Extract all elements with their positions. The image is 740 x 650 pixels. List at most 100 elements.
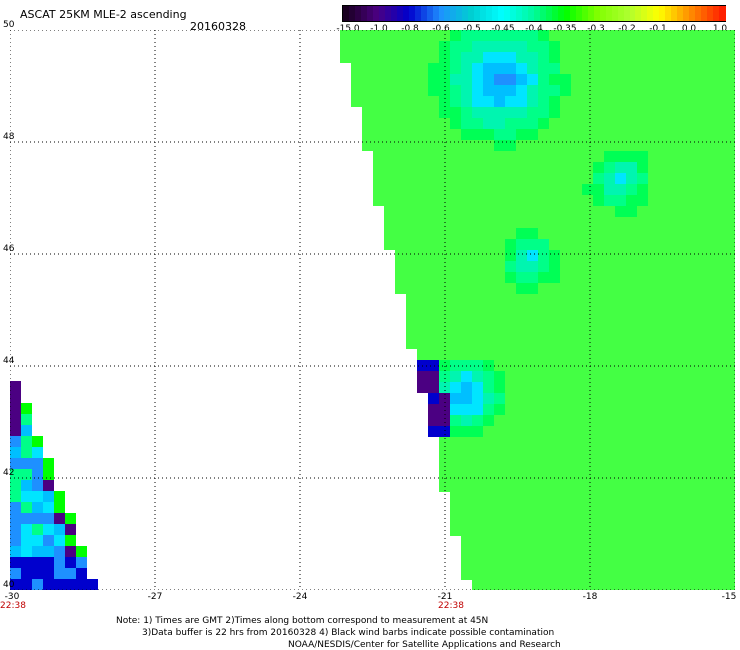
- swath-cell: [483, 426, 494, 437]
- colorbar-tick-label: -0.35: [553, 24, 577, 34]
- swath-cell: [450, 217, 461, 228]
- time-label-left: 22:38: [0, 601, 26, 611]
- swath-cell: [406, 195, 417, 206]
- swath-cell: [560, 74, 571, 85]
- swath-cell: [648, 470, 659, 481]
- swath-cell: [659, 371, 670, 382]
- swath-cell: [725, 305, 735, 316]
- swath-cell: [417, 96, 428, 107]
- swath-cell: [615, 404, 626, 415]
- swath-cell: [549, 393, 560, 404]
- swath-cell: [472, 96, 483, 107]
- swath-cell: [516, 580, 527, 590]
- swath-cell: [714, 393, 725, 404]
- swath-cell: [637, 481, 648, 492]
- colorbar-tick-label: -0.5: [463, 24, 481, 34]
- colorbar-segment: [587, 6, 595, 21]
- swath-cell: [549, 184, 560, 195]
- swath-cell: [571, 360, 582, 371]
- swath-cell: [593, 580, 604, 590]
- swath-cell: [681, 151, 692, 162]
- swath-cell: [384, 52, 395, 63]
- swath-cell: [527, 382, 538, 393]
- swath-cell: [54, 568, 65, 579]
- swath-cell: [395, 162, 406, 173]
- swath-cell: [593, 261, 604, 272]
- swath-cell: [670, 349, 681, 360]
- swath-cell: [538, 338, 549, 349]
- swath-cell: [439, 107, 450, 118]
- swath-cell: [648, 360, 659, 371]
- swath-cell: [692, 118, 703, 129]
- swath-cell: [637, 217, 648, 228]
- swath-cell: [549, 547, 560, 558]
- swath-cell: [571, 470, 582, 481]
- swath-cell: [648, 437, 659, 448]
- swath-cell: [406, 96, 417, 107]
- swath-cell: [472, 569, 483, 580]
- swath-cell: [659, 338, 670, 349]
- swath-cell: [681, 228, 692, 239]
- swath-cell: [692, 448, 703, 459]
- colorbar-segment: [563, 6, 571, 21]
- swath-cell: [483, 547, 494, 558]
- swath-cell: [472, 316, 483, 327]
- swath-cell: [494, 349, 505, 360]
- swath-cell: [582, 63, 593, 74]
- swath-cell: [659, 481, 670, 492]
- swath-cell: [54, 524, 65, 535]
- swath-cell: [406, 85, 417, 96]
- swath-cell: [10, 425, 21, 436]
- swath-cell: [428, 261, 439, 272]
- swath-cell: [472, 580, 483, 590]
- swath-cell: [604, 327, 615, 338]
- swath-cell: [582, 580, 593, 590]
- swath-cell: [725, 437, 735, 448]
- swath-cell: [692, 415, 703, 426]
- swath-cell: [461, 217, 472, 228]
- swath-cell: [659, 41, 670, 52]
- swath-cell: [648, 316, 659, 327]
- swath-cell: [670, 206, 681, 217]
- swath-cell: [725, 525, 735, 536]
- swath-cell: [626, 305, 637, 316]
- swath-cell: [494, 327, 505, 338]
- swath-cell: [681, 140, 692, 151]
- swath-cell: [725, 184, 735, 195]
- swath-cell: [549, 261, 560, 272]
- swath-cell: [362, 96, 373, 107]
- swath-cell: [428, 63, 439, 74]
- swath-cell: [417, 195, 428, 206]
- swath-cell: [373, 195, 384, 206]
- swath-cell: [725, 41, 735, 52]
- swath-cell: [725, 250, 735, 261]
- swath-cell: [703, 470, 714, 481]
- swath-cell: [527, 140, 538, 151]
- swath-cell: [549, 437, 560, 448]
- swath-cell: [494, 360, 505, 371]
- swath-cell: [626, 459, 637, 470]
- swath-cell: [703, 239, 714, 250]
- swath-cell: [549, 228, 560, 239]
- colorbar-tick-label: -0.4: [525, 24, 543, 34]
- swath-cell: [670, 305, 681, 316]
- swath-cell: [615, 514, 626, 525]
- swath-cell: [483, 360, 494, 371]
- swath-cell: [362, 74, 373, 85]
- swath-cell: [615, 448, 626, 459]
- swath-cell: [703, 360, 714, 371]
- swath-cell: [725, 107, 735, 118]
- swath-cell: [703, 85, 714, 96]
- swath-cells: [10, 30, 735, 590]
- colorbar-segment: [432, 6, 440, 21]
- swath-cell: [483, 415, 494, 426]
- swath-cell: [604, 514, 615, 525]
- swath-cell: [549, 415, 560, 426]
- swath-cell: [450, 514, 461, 525]
- swath-cell: [439, 426, 450, 437]
- swath-cell: [637, 437, 648, 448]
- swath-cell: [560, 228, 571, 239]
- swath-cell: [549, 151, 560, 162]
- swath-cell: [505, 437, 516, 448]
- swath-cell: [549, 371, 560, 382]
